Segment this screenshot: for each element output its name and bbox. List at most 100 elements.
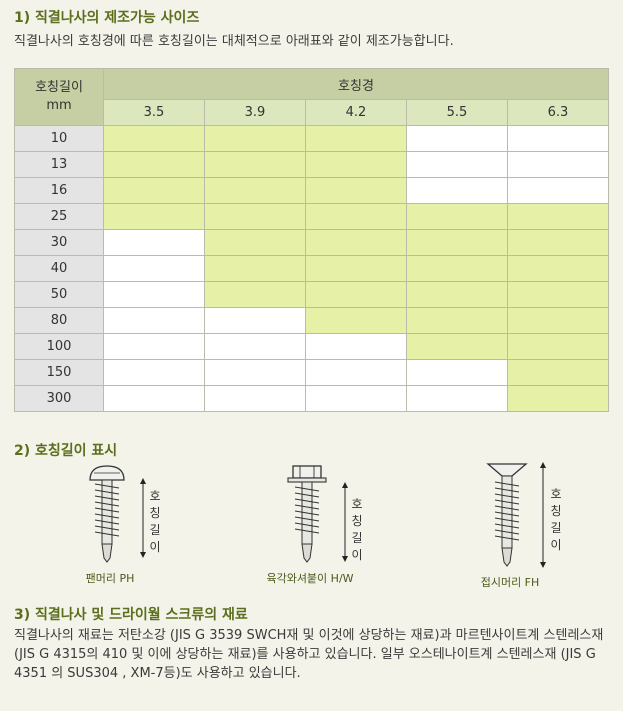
available-cell xyxy=(305,125,407,152)
length-header-label: 호칭길이 xyxy=(35,80,83,95)
unavailable-cell xyxy=(305,359,407,386)
length-cell: 80 xyxy=(14,307,104,334)
available-cell xyxy=(507,307,609,334)
available-cell xyxy=(204,125,306,152)
available-cell xyxy=(406,229,508,256)
length-cell: 30 xyxy=(14,229,104,256)
section1-title: 1) 직결나사의 제조가능 사이즈 xyxy=(14,10,200,26)
diameter-col: 4.2 xyxy=(305,99,407,126)
length-header-unit: mm xyxy=(46,98,72,113)
unavailable-cell xyxy=(406,385,508,412)
unavailable-cell xyxy=(204,307,306,334)
table-row: 40 xyxy=(14,255,609,282)
pan-head-screw-icon xyxy=(89,465,125,563)
table-row: 300 xyxy=(14,385,609,412)
screw-caption-ph: 팬머리 PH xyxy=(85,572,135,585)
section3-title: 3) 직결나사 및 드라이월 스크류의 재료 xyxy=(14,607,248,623)
available-cell xyxy=(507,255,609,282)
available-cell xyxy=(204,281,306,308)
available-cell xyxy=(305,307,407,334)
table-row: 150 xyxy=(14,359,609,386)
unavailable-cell xyxy=(507,125,609,152)
available-cell xyxy=(406,203,508,230)
unavailable-cell xyxy=(406,359,508,386)
available-cell xyxy=(305,203,407,230)
screw-caption-fh: 접시머리 FH xyxy=(480,576,540,589)
diameter-header: 호칭경 xyxy=(103,67,609,101)
unavailable-cell xyxy=(406,151,508,178)
available-cell xyxy=(305,151,407,178)
length-cell: 10 xyxy=(14,125,104,152)
section2-title: 2) 호칭길이 표시 xyxy=(14,443,118,459)
available-cell xyxy=(507,281,609,308)
table-row: 16 xyxy=(14,177,609,204)
available-cell xyxy=(406,281,508,308)
unavailable-cell xyxy=(406,125,508,152)
diameter-col: 3.5 xyxy=(103,99,205,126)
available-cell xyxy=(406,255,508,282)
available-cell xyxy=(103,125,205,152)
length-cell: 150 xyxy=(14,359,104,386)
unavailable-cell xyxy=(507,151,609,178)
length-cell: 13 xyxy=(14,151,104,178)
length-header: 호칭길이 mm xyxy=(14,68,104,126)
unavailable-cell xyxy=(103,229,205,256)
table-row: 100 xyxy=(14,333,609,360)
unavailable-cell xyxy=(103,333,205,360)
length-cell: 16 xyxy=(14,177,104,204)
length-arrow-icon xyxy=(140,478,146,558)
length-cell: 300 xyxy=(14,385,104,412)
table-row: 30 xyxy=(14,229,609,256)
length-arrow-icon xyxy=(540,462,546,568)
available-cell xyxy=(406,307,508,334)
diameter-col: 5.5 xyxy=(406,99,508,126)
available-cell xyxy=(103,151,205,178)
diameter-col: 6.3 xyxy=(507,99,609,126)
available-cell xyxy=(204,177,306,204)
available-cell xyxy=(507,385,609,412)
unavailable-cell xyxy=(103,307,205,334)
length-cell: 40 xyxy=(14,255,104,282)
flat-head-screw-icon xyxy=(486,463,528,567)
table-row: 10 xyxy=(14,125,609,152)
available-cell xyxy=(204,255,306,282)
available-cell xyxy=(305,177,407,204)
section3-body: 직결나사의 재료는 저탄소강 (JIS G 3539 SWCH재 및 이것에 상… xyxy=(14,628,604,681)
unavailable-cell xyxy=(103,281,205,308)
unavailable-cell xyxy=(103,359,205,386)
unavailable-cell xyxy=(204,385,306,412)
unavailable-cell xyxy=(507,177,609,204)
unavailable-cell xyxy=(406,177,508,204)
available-cell xyxy=(406,333,508,360)
diameter-col: 3.9 xyxy=(204,99,306,126)
available-cell xyxy=(204,151,306,178)
available-cell xyxy=(507,203,609,230)
available-cell xyxy=(507,229,609,256)
length-cell: 100 xyxy=(14,333,104,360)
size-availability-table: 호칭길이 mm 호칭경 3.5 3.9 4.2 5.5 6.3 10 13 16 25… xyxy=(14,67,609,412)
length-cell: 50 xyxy=(14,281,104,308)
screw-caption-hw: 육각와셔붙이 H/W xyxy=(266,572,354,585)
available-cell xyxy=(204,229,306,256)
available-cell xyxy=(305,229,407,256)
available-cell xyxy=(204,203,306,230)
unavailable-cell xyxy=(305,385,407,412)
available-cell xyxy=(507,333,609,360)
available-cell xyxy=(103,203,205,230)
table-row: 80 xyxy=(14,307,609,334)
section1-subtitle: 직결나사의 호칭경에 따른 호칭길이는 대체적으로 아래표와 같이 제조가능합니… xyxy=(14,34,454,49)
table-row: 50 xyxy=(14,281,609,308)
available-cell xyxy=(103,177,205,204)
length-arrow-icon xyxy=(342,482,348,562)
hex-washer-screw-icon xyxy=(287,465,327,563)
unavailable-cell xyxy=(103,255,205,282)
table-row: 13 xyxy=(14,151,609,178)
available-cell xyxy=(507,359,609,386)
unavailable-cell xyxy=(103,385,205,412)
table-row: 25 xyxy=(14,203,609,230)
unavailable-cell xyxy=(305,333,407,360)
unavailable-cell xyxy=(204,359,306,386)
